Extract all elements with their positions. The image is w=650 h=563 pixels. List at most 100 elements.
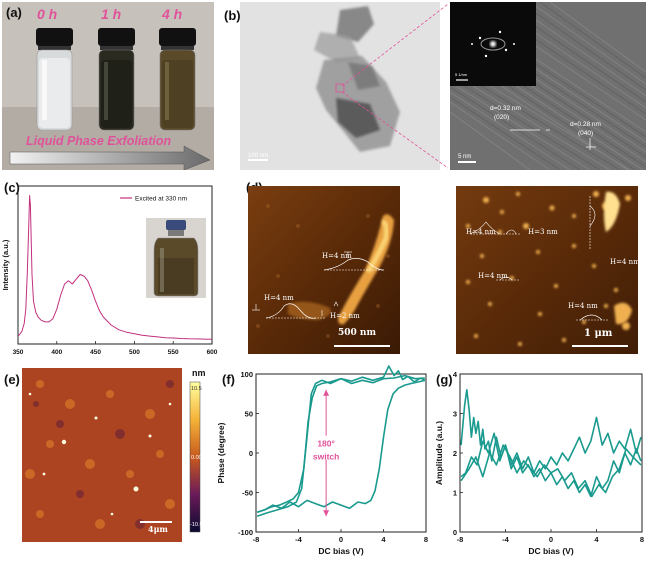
x-tick-label: 400: [51, 349, 62, 356]
panel-a-label: (a): [6, 5, 22, 20]
hrtem-scale-label: 5 nm: [458, 154, 471, 160]
time-label-4h: 4 h: [162, 6, 183, 22]
y-tick-label: -50: [242, 489, 253, 498]
y-axis-label: Phase (degree): [216, 422, 226, 483]
x-tick-label: 8: [640, 535, 644, 544]
height-label-r1: H=4 nm: [466, 228, 496, 236]
x-tick-label: 4: [381, 535, 386, 544]
height-label-r2: H=3 nm: [528, 228, 558, 236]
d-spacing-1: d=0.32 nm: [490, 105, 521, 112]
afm-image-left: [248, 186, 400, 354]
time-label-1h: 1 h: [101, 6, 122, 22]
panel-b: (b) 100 nm 5 1/nm d=: [216, 0, 650, 172]
colorbar-max: 10.5: [191, 386, 202, 392]
plane-2: (040): [578, 130, 593, 137]
height-label-r3: H=4 nm: [478, 272, 508, 280]
y-axis-label: Amplitude (a.u.): [434, 421, 444, 485]
panel-b-label: (b): [224, 8, 241, 23]
series-line-2: [256, 379, 426, 514]
panel-c-label: (c): [4, 180, 20, 195]
afm-scale-left: 500 nm: [338, 328, 376, 338]
time-label-0h: 0 h: [37, 6, 58, 22]
plot-frame: [17, 185, 213, 345]
series-line-3: [256, 374, 425, 517]
x-tick-label: 550: [168, 349, 179, 356]
bottle-photo: [146, 218, 206, 298]
height-label-2: H=4 nm: [264, 294, 294, 302]
colorbar-min: -10.5: [190, 522, 203, 528]
panel-g-label: (g): [436, 372, 453, 387]
vial-1h: [98, 28, 135, 131]
colorbar-unit: nm: [192, 368, 206, 378]
afm-map-scale: 4μm: [148, 524, 168, 534]
arrow-head-up: [323, 389, 330, 396]
y-tick-label: 50: [245, 410, 253, 419]
exfoliation-arrow: [9, 145, 211, 170]
x-tick-label: 500: [129, 349, 140, 356]
exfoliation-label: Liquid Phase Exfoliation: [26, 134, 172, 148]
pl-spectrum-chart: 350 400 450 500 550 600 Wavelength (nm) Intensi…: [1, 185, 218, 360]
colorbar: [189, 381, 201, 533]
x-tick-label: 350: [13, 349, 24, 356]
x-axis-label: Wavelength (nm): [85, 359, 146, 360]
y-tick-label: 0: [249, 449, 253, 458]
height-label-r4: H=4 nm: [610, 258, 640, 266]
height-label-1: H=4 nm: [322, 252, 352, 260]
y-tick-label: 100: [240, 370, 253, 379]
height-label-3: H=2 nm: [330, 312, 360, 320]
y-tick-label: 0: [453, 528, 457, 537]
tem-scale-label: 100 nm: [248, 153, 268, 159]
annotation-bg: [310, 435, 343, 460]
x-tick-label: -8: [457, 535, 464, 544]
annotation-line-2: switch: [313, 451, 339, 461]
afm-map: [22, 368, 201, 542]
y-tick-label: -100: [238, 528, 253, 537]
y-tick-label: 2: [453, 449, 457, 458]
x-axis-label: DC bias (V): [318, 546, 364, 556]
y-tick-label: 4: [453, 370, 458, 379]
panel-a-photo: (a) 0 h 1 h 4 h Liquid Phase Exfoliation: [2, 2, 214, 170]
tem-image: 100 nm: [240, 2, 440, 170]
saed-scale-label: 5 1/nm: [455, 72, 468, 77]
vial-4h: [159, 28, 196, 131]
y-tick-label: 3: [453, 410, 457, 419]
y-tick-label: 1: [453, 489, 457, 498]
series-line-1: [17, 195, 213, 340]
annotation-line-1: 180°: [317, 439, 335, 449]
afm-scale-right: 1 μm: [584, 328, 613, 339]
plot-frame: [459, 373, 643, 533]
series-line-1: [460, 388, 642, 474]
arrow-head-down: [323, 510, 330, 517]
x-tick-label: 0: [549, 535, 553, 544]
x-tick-label: 0: [339, 535, 343, 544]
x-tick-label: -4: [295, 535, 302, 544]
x-tick-label: 600: [207, 349, 218, 356]
x-tick-label: 8: [424, 535, 428, 544]
hrtem-image: 5 1/nm d=0.32 nm (020) d=0.28 nm (040) 5…: [450, 2, 646, 170]
vial-0h: [36, 28, 73, 131]
plane-1: (020): [494, 114, 509, 121]
x-tick-label: 450: [90, 349, 101, 356]
panel-f: (f) -8 -4 0 4 8 -100 -50 0 50 100 DC bias (V) Phase…: [216, 364, 434, 563]
x-axis-label: DC bias (V): [528, 546, 574, 556]
amplitude-butterfly-chart: -8 -4 0 4 8 0 1 2 3 4 DC bias (V) Amplitude (a.u.): [434, 370, 644, 556]
panel-c: (c) 350 400 450 500 550 600 Wavelength (nm) Int…: [0, 176, 220, 360]
colorbar-mid: 0.00: [191, 455, 202, 461]
legend-label: Excited at 330 nm: [135, 196, 187, 203]
x-tick-label: 4: [594, 535, 599, 544]
afm-image-right: [456, 186, 638, 354]
panel-g: (g) -8 -4 0 4 8 0 1 2 3 4 DC bias (V) Amplitude (a.…: [434, 364, 650, 563]
zoom-guides: [341, 3, 449, 169]
panel-f-label: (f): [222, 372, 235, 387]
panel-e-label: (e): [4, 372, 20, 387]
y-axis-label: Intensity (a.u.): [1, 239, 10, 290]
vial-photo: [2, 2, 214, 170]
series-line-3: [460, 444, 642, 498]
x-tick-label: -8: [253, 535, 260, 544]
x-tick-label: -4: [502, 535, 509, 544]
panel-e: (e) nm 10.5 0.00 -10.5 4μm: [0, 364, 216, 563]
d-spacing-2: d=0.28 nm: [570, 121, 601, 128]
phase-hysteresis-chart: -8 -4 0 4 8 -100 -50 0 50 100 DC bias (V) Phase (de…: [216, 365, 428, 556]
panel-d: (d) H=4 nm H=4 nm H=2 nm 500 nm: [220, 176, 650, 360]
height-label-r5: H=4 nm: [568, 302, 598, 310]
